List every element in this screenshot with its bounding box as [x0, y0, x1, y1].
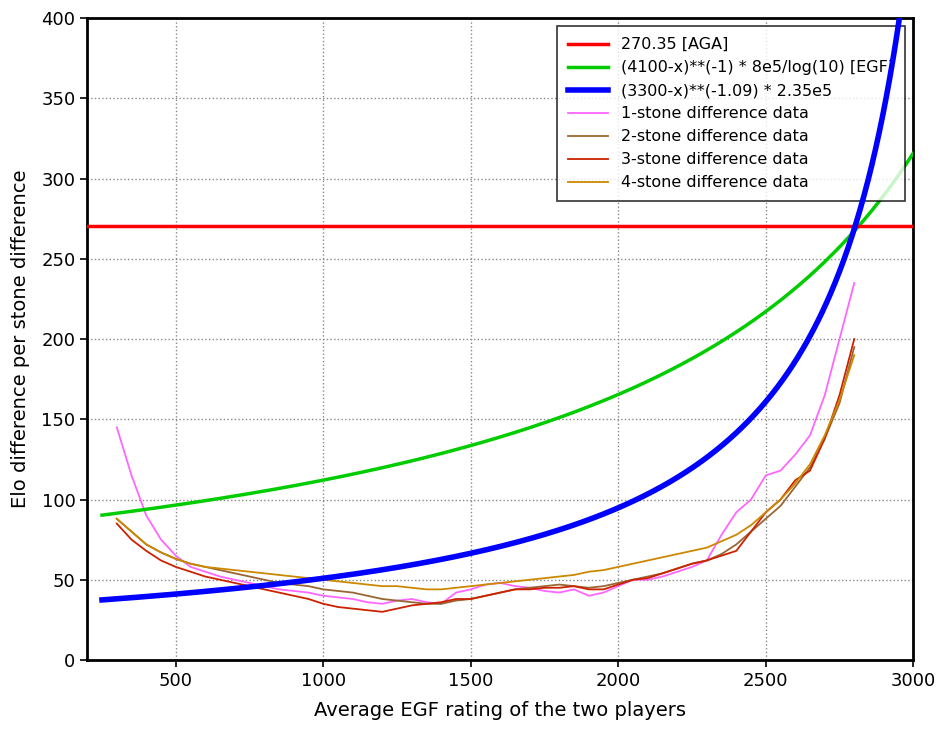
(3300-x)**(-1.09) * 2.35e5 — [320, 574, 331, 583]
4-stone difference data — [420, 585, 432, 594]
(3300-x)**(-1.09) * 2.35e5 — [776, 377, 787, 386]
2-stone difference data — [420, 599, 432, 608]
Line: 1-stone difference data: 1-stone difference data — [116, 283, 854, 604]
4-stone difference data — [833, 395, 845, 404]
1-stone difference data — [657, 572, 669, 581]
270.35 [AGA] — [23, 221, 34, 230]
(3300-x)**(-1.09) * 2.35e5 — [335, 572, 347, 580]
Legend: 270.35 [AGA], (4100-x)**(-1) * 8e5/log(10) [EGF], (3300-x)**(-1.09) * 2.35e5, 1-: 270.35 [AGA], (4100-x)**(-1) * 8e5/log(1… — [557, 26, 905, 201]
(4100-x)**(-1) * 8e5/log(10) [EGF] — [243, 489, 255, 498]
(4100-x)**(-1) * 8e5/log(10) [EGF] — [624, 385, 635, 394]
Line: (3300-x)**(-1.09) * 2.35e5: (3300-x)**(-1.09) * 2.35e5 — [102, 2, 902, 600]
2-stone difference data — [613, 578, 624, 587]
1-stone difference data — [348, 594, 359, 603]
2-stone difference data — [833, 399, 845, 408]
(4100-x)**(-1) * 8e5/log(10) [EGF] — [97, 511, 108, 520]
2-stone difference data — [332, 586, 344, 595]
4-stone difference data — [657, 553, 669, 561]
(4100-x)**(-1) * 8e5/log(10) [EGF] — [907, 149, 919, 158]
3-stone difference data — [348, 605, 359, 613]
(3300-x)**(-1.09) * 2.35e5 — [523, 534, 534, 543]
3-stone difference data — [849, 335, 860, 344]
X-axis label: Average EGF rating of the two players: Average EGF rating of the two players — [314, 701, 687, 720]
(4100-x)**(-1) * 8e5/log(10) [EGF] — [763, 305, 775, 314]
1-stone difference data — [377, 599, 388, 608]
2-stone difference data — [274, 578, 285, 587]
3-stone difference data — [657, 569, 669, 577]
Line: 3-stone difference data: 3-stone difference data — [116, 339, 854, 612]
(4100-x)**(-1) * 8e5/log(10) [EGF] — [406, 456, 418, 465]
(3300-x)**(-1.09) * 2.35e5 — [896, 0, 907, 7]
1-stone difference data — [849, 279, 860, 287]
270.35 [AGA] — [23, 221, 34, 230]
(3300-x)**(-1.09) * 2.35e5 — [319, 574, 331, 583]
(4100-x)**(-1) * 8e5/log(10) [EGF] — [702, 346, 713, 355]
1-stone difference data — [613, 582, 624, 591]
3-stone difference data — [274, 588, 285, 597]
Line: 2-stone difference data: 2-stone difference data — [116, 347, 854, 604]
Y-axis label: Elo difference per stone difference: Elo difference per stone difference — [11, 170, 30, 508]
Line: (4100-x)**(-1) * 8e5/log(10) [EGF]: (4100-x)**(-1) * 8e5/log(10) [EGF] — [102, 154, 913, 515]
2-stone difference data — [849, 343, 860, 352]
1-stone difference data — [111, 423, 122, 432]
4-stone difference data — [111, 515, 122, 523]
3-stone difference data — [111, 519, 122, 528]
(3300-x)**(-1.09) * 2.35e5 — [505, 539, 516, 548]
3-stone difference data — [613, 580, 624, 589]
3-stone difference data — [833, 391, 845, 400]
2-stone difference data — [111, 515, 122, 523]
3-stone difference data — [377, 607, 388, 616]
(3300-x)**(-1.09) * 2.35e5 — [97, 596, 108, 605]
2-stone difference data — [348, 588, 359, 597]
3-stone difference data — [332, 602, 344, 611]
2-stone difference data — [657, 569, 669, 577]
4-stone difference data — [348, 578, 359, 587]
1-stone difference data — [833, 335, 845, 344]
1-stone difference data — [274, 585, 285, 594]
Line: 4-stone difference data: 4-stone difference data — [116, 355, 854, 589]
1-stone difference data — [332, 593, 344, 602]
4-stone difference data — [849, 351, 860, 360]
4-stone difference data — [332, 577, 344, 586]
(4100-x)**(-1) * 8e5/log(10) [EGF] — [582, 402, 594, 411]
4-stone difference data — [613, 563, 624, 572]
4-stone difference data — [274, 570, 285, 579]
